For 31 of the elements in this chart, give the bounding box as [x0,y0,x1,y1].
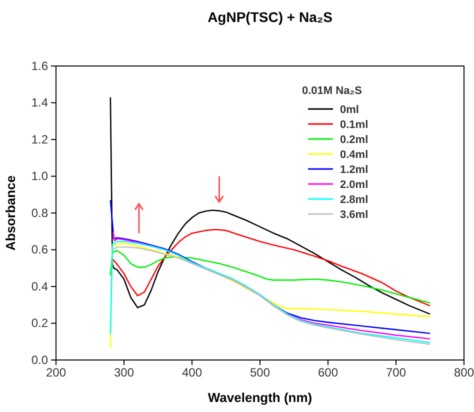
line-series [110,96,431,315]
line-series [112,228,431,306]
x-tick-label: 800 [454,366,474,380]
y-tick-label: 1.2 [31,132,48,146]
legend-label: 3.6ml [340,209,368,221]
x-axis-title: Wavelength (nm) [208,390,312,405]
x-tick-label: 200 [46,366,66,380]
chart-title: AgNP(TSC) + Na₂S [208,9,332,25]
x-tick-label: 400 [182,366,202,380]
y-tick-label: 0.6 [31,242,48,257]
y-tick-label: 0.8 [31,206,48,220]
x-tick-label: 700 [386,366,406,380]
y-tick-label: 1.4 [31,96,48,110]
legend-label: 0.2ml [340,134,368,146]
y-tick-label: 0.0 [31,352,48,367]
x-tick-label: 300 [114,366,134,380]
x-tick-label: 500 [250,366,270,380]
x-tick-label: 600 [318,366,338,380]
legend-label: 0.4ml [340,149,368,161]
legend-label: 2.8ml [340,194,368,206]
y-tick-label: 1.0 [31,169,48,184]
legend-label: 0ml [340,104,359,116]
line-series [110,250,431,304]
legend-label: 1.2ml [340,164,368,176]
y-tick-label: 0.2 [31,316,48,330]
legend-title: 0.01M Na₂S [302,85,362,97]
y-tick-label: 1.6 [31,58,48,73]
y-axis-title: Absorbance [3,175,18,251]
y-tick-label: 0.4 [31,279,48,294]
legend-label: 0.1ml [340,119,368,131]
legend-label: 2.0ml [340,179,368,191]
